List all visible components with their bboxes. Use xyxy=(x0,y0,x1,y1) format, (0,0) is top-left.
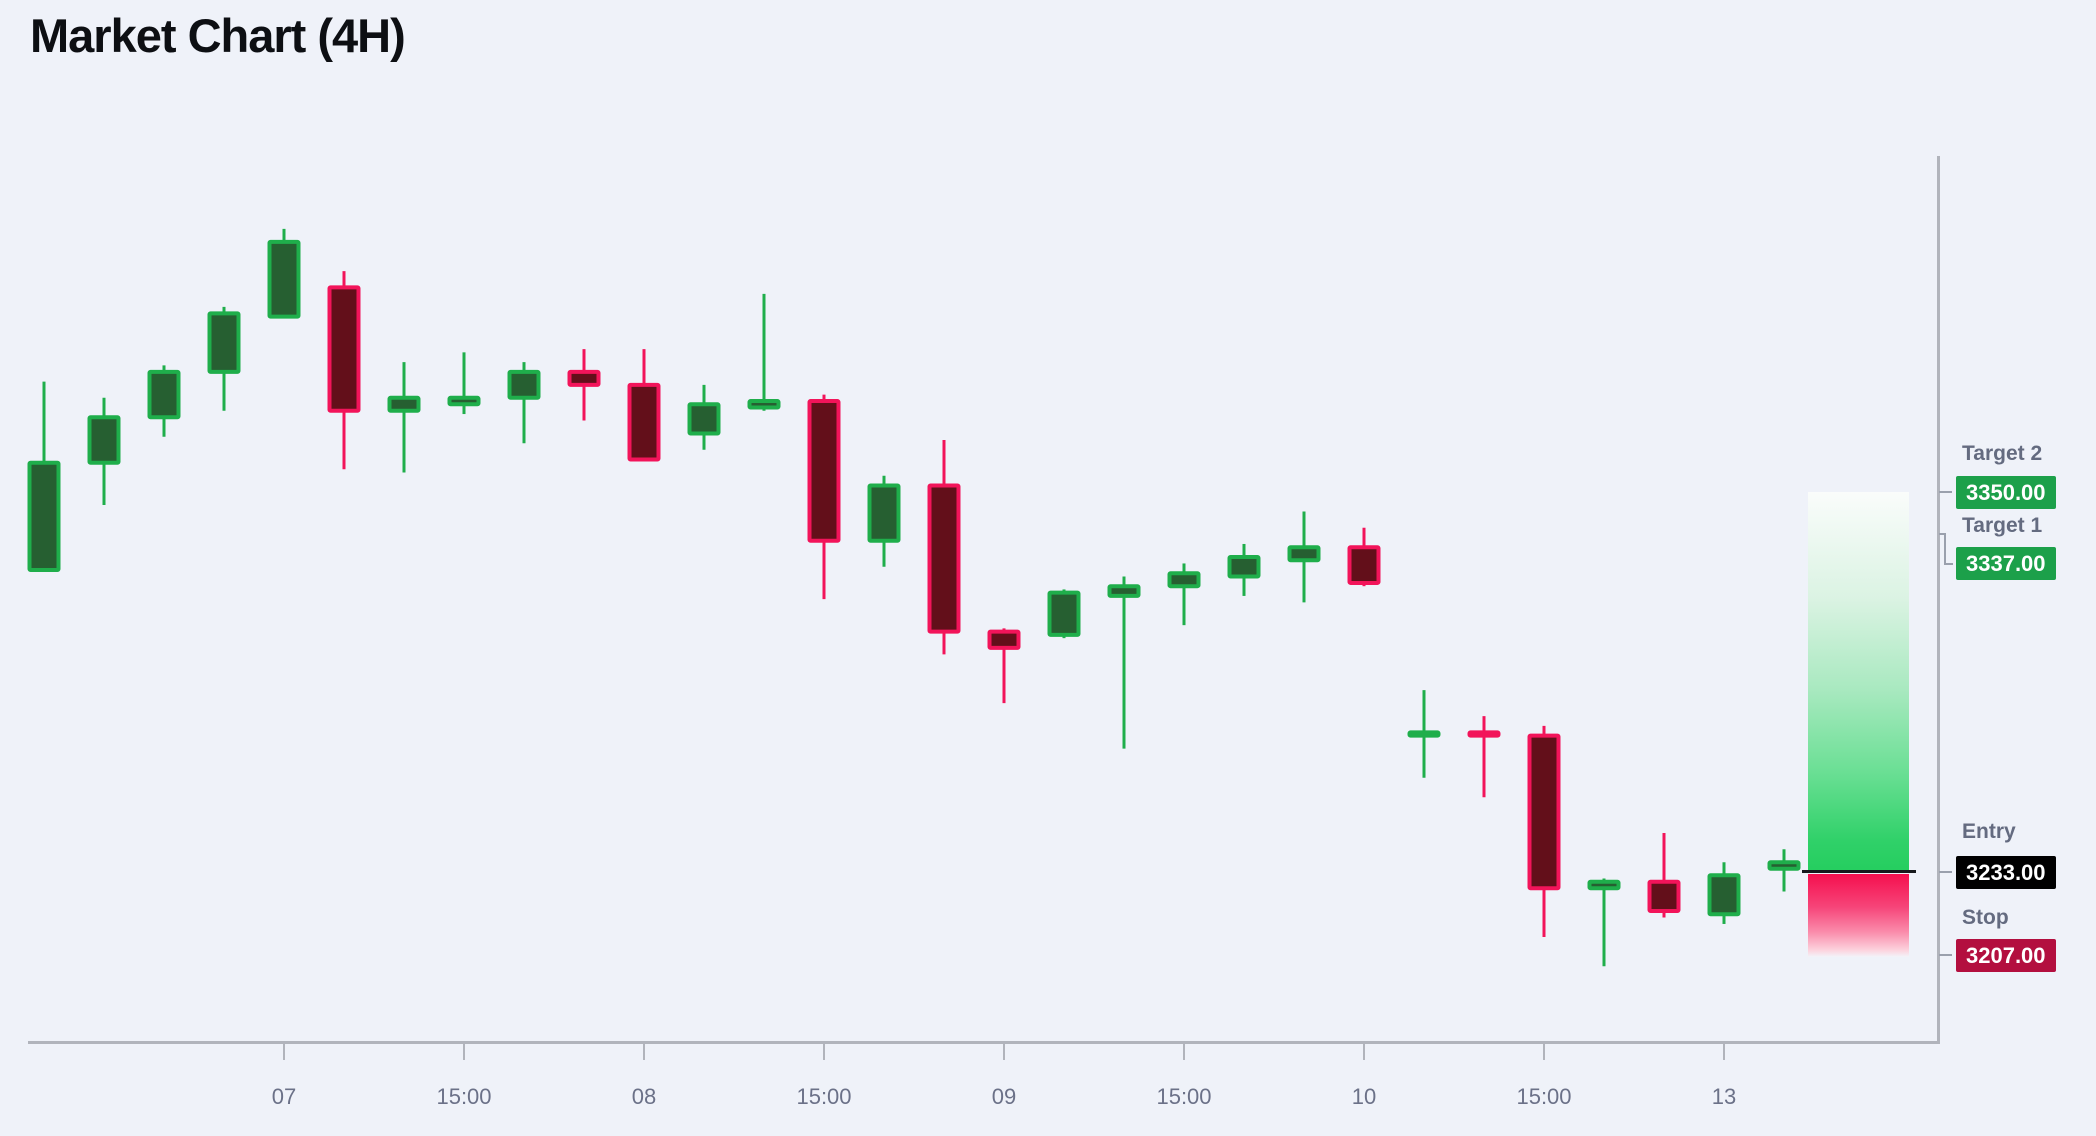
candle[interactable] xyxy=(1227,543,1261,596)
candle[interactable] xyxy=(807,394,841,600)
candle[interactable] xyxy=(1647,833,1681,918)
candle[interactable] xyxy=(1047,589,1081,639)
candle[interactable] xyxy=(687,384,721,450)
stop-loss-zone xyxy=(1808,874,1909,957)
candle[interactable] xyxy=(1467,716,1501,798)
candle[interactable] xyxy=(27,381,61,572)
candle[interactable] xyxy=(207,306,241,411)
candle[interactable] xyxy=(987,628,1021,704)
target1-label: Target 1 xyxy=(1962,514,2043,537)
entry-label: Entry xyxy=(1962,820,2016,843)
profit-target-zone xyxy=(1808,492,1909,871)
candle[interactable] xyxy=(387,362,421,473)
target2-price-badge[interactable]: 3350.00 xyxy=(1956,476,2056,509)
entry-axis-tick xyxy=(1939,871,1952,873)
x-axis-label: 07 xyxy=(272,1084,296,1109)
x-axis-label: 13 xyxy=(1712,1084,1736,1109)
stop-price-badge[interactable]: 3207.00 xyxy=(1956,939,2056,972)
candle[interactable] xyxy=(87,397,121,505)
candle[interactable] xyxy=(867,475,901,567)
candle[interactable] xyxy=(567,349,601,421)
stop-axis-tick xyxy=(1939,954,1952,956)
candle[interactable] xyxy=(747,293,781,411)
x-axis-label: 10 xyxy=(1352,1084,1376,1109)
entry-price-line[interactable] xyxy=(1802,870,1916,873)
x-axis-label: 15:00 xyxy=(796,1084,851,1109)
candle[interactable] xyxy=(1707,862,1741,924)
x-axis-label: 15:00 xyxy=(1156,1084,1211,1109)
candle[interactable] xyxy=(147,365,181,437)
candle[interactable] xyxy=(267,228,301,319)
x-axis-label: 15:00 xyxy=(436,1084,491,1109)
x-axis-label: 08 xyxy=(632,1084,656,1109)
x-axis-label: 15:00 xyxy=(1516,1084,1571,1109)
candle[interactable] xyxy=(1107,576,1141,749)
candle[interactable] xyxy=(507,362,541,444)
candle[interactable] xyxy=(627,349,661,462)
target1-axis-tick xyxy=(1939,533,1946,535)
candle[interactable] xyxy=(1527,725,1561,937)
x-axis-ticks: 07 15:00 08 15:00 09 15:00 10 15:00 13 xyxy=(272,1044,1736,1109)
candle[interactable] xyxy=(1287,511,1321,603)
entry-price-badge[interactable]: 3233.00 xyxy=(1956,856,2056,889)
page-title: Market Chart (4H) xyxy=(30,9,406,62)
axes xyxy=(28,156,1940,1044)
target1-price-badge[interactable]: 3337.00 xyxy=(1956,547,2056,580)
candle[interactable] xyxy=(1587,878,1621,967)
candles-layer xyxy=(27,228,1801,967)
target2-label: Target 2 xyxy=(1962,442,2043,465)
target2-axis-tick xyxy=(1939,491,1952,493)
target1-connector-vertical xyxy=(1944,533,1946,565)
x-axis-label: 09 xyxy=(992,1084,1016,1109)
candle[interactable] xyxy=(1347,527,1381,587)
target1-connector-horizontal xyxy=(1944,563,1953,565)
stop-label: Stop xyxy=(1962,906,2009,929)
candle[interactable] xyxy=(1407,690,1441,778)
candle[interactable] xyxy=(1167,563,1201,626)
candle[interactable] xyxy=(1767,849,1801,892)
candle[interactable] xyxy=(327,271,361,470)
candle[interactable] xyxy=(447,352,481,415)
candle[interactable] xyxy=(927,440,961,655)
